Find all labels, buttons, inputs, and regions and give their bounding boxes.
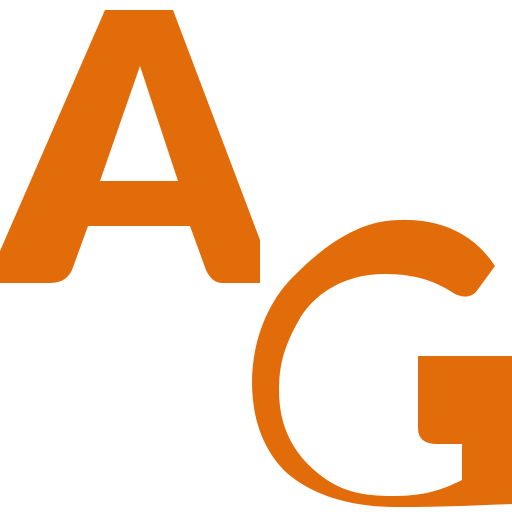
letter-a-glyph — [0, 10, 260, 283]
letter-g-glyph — [252, 219, 512, 507]
